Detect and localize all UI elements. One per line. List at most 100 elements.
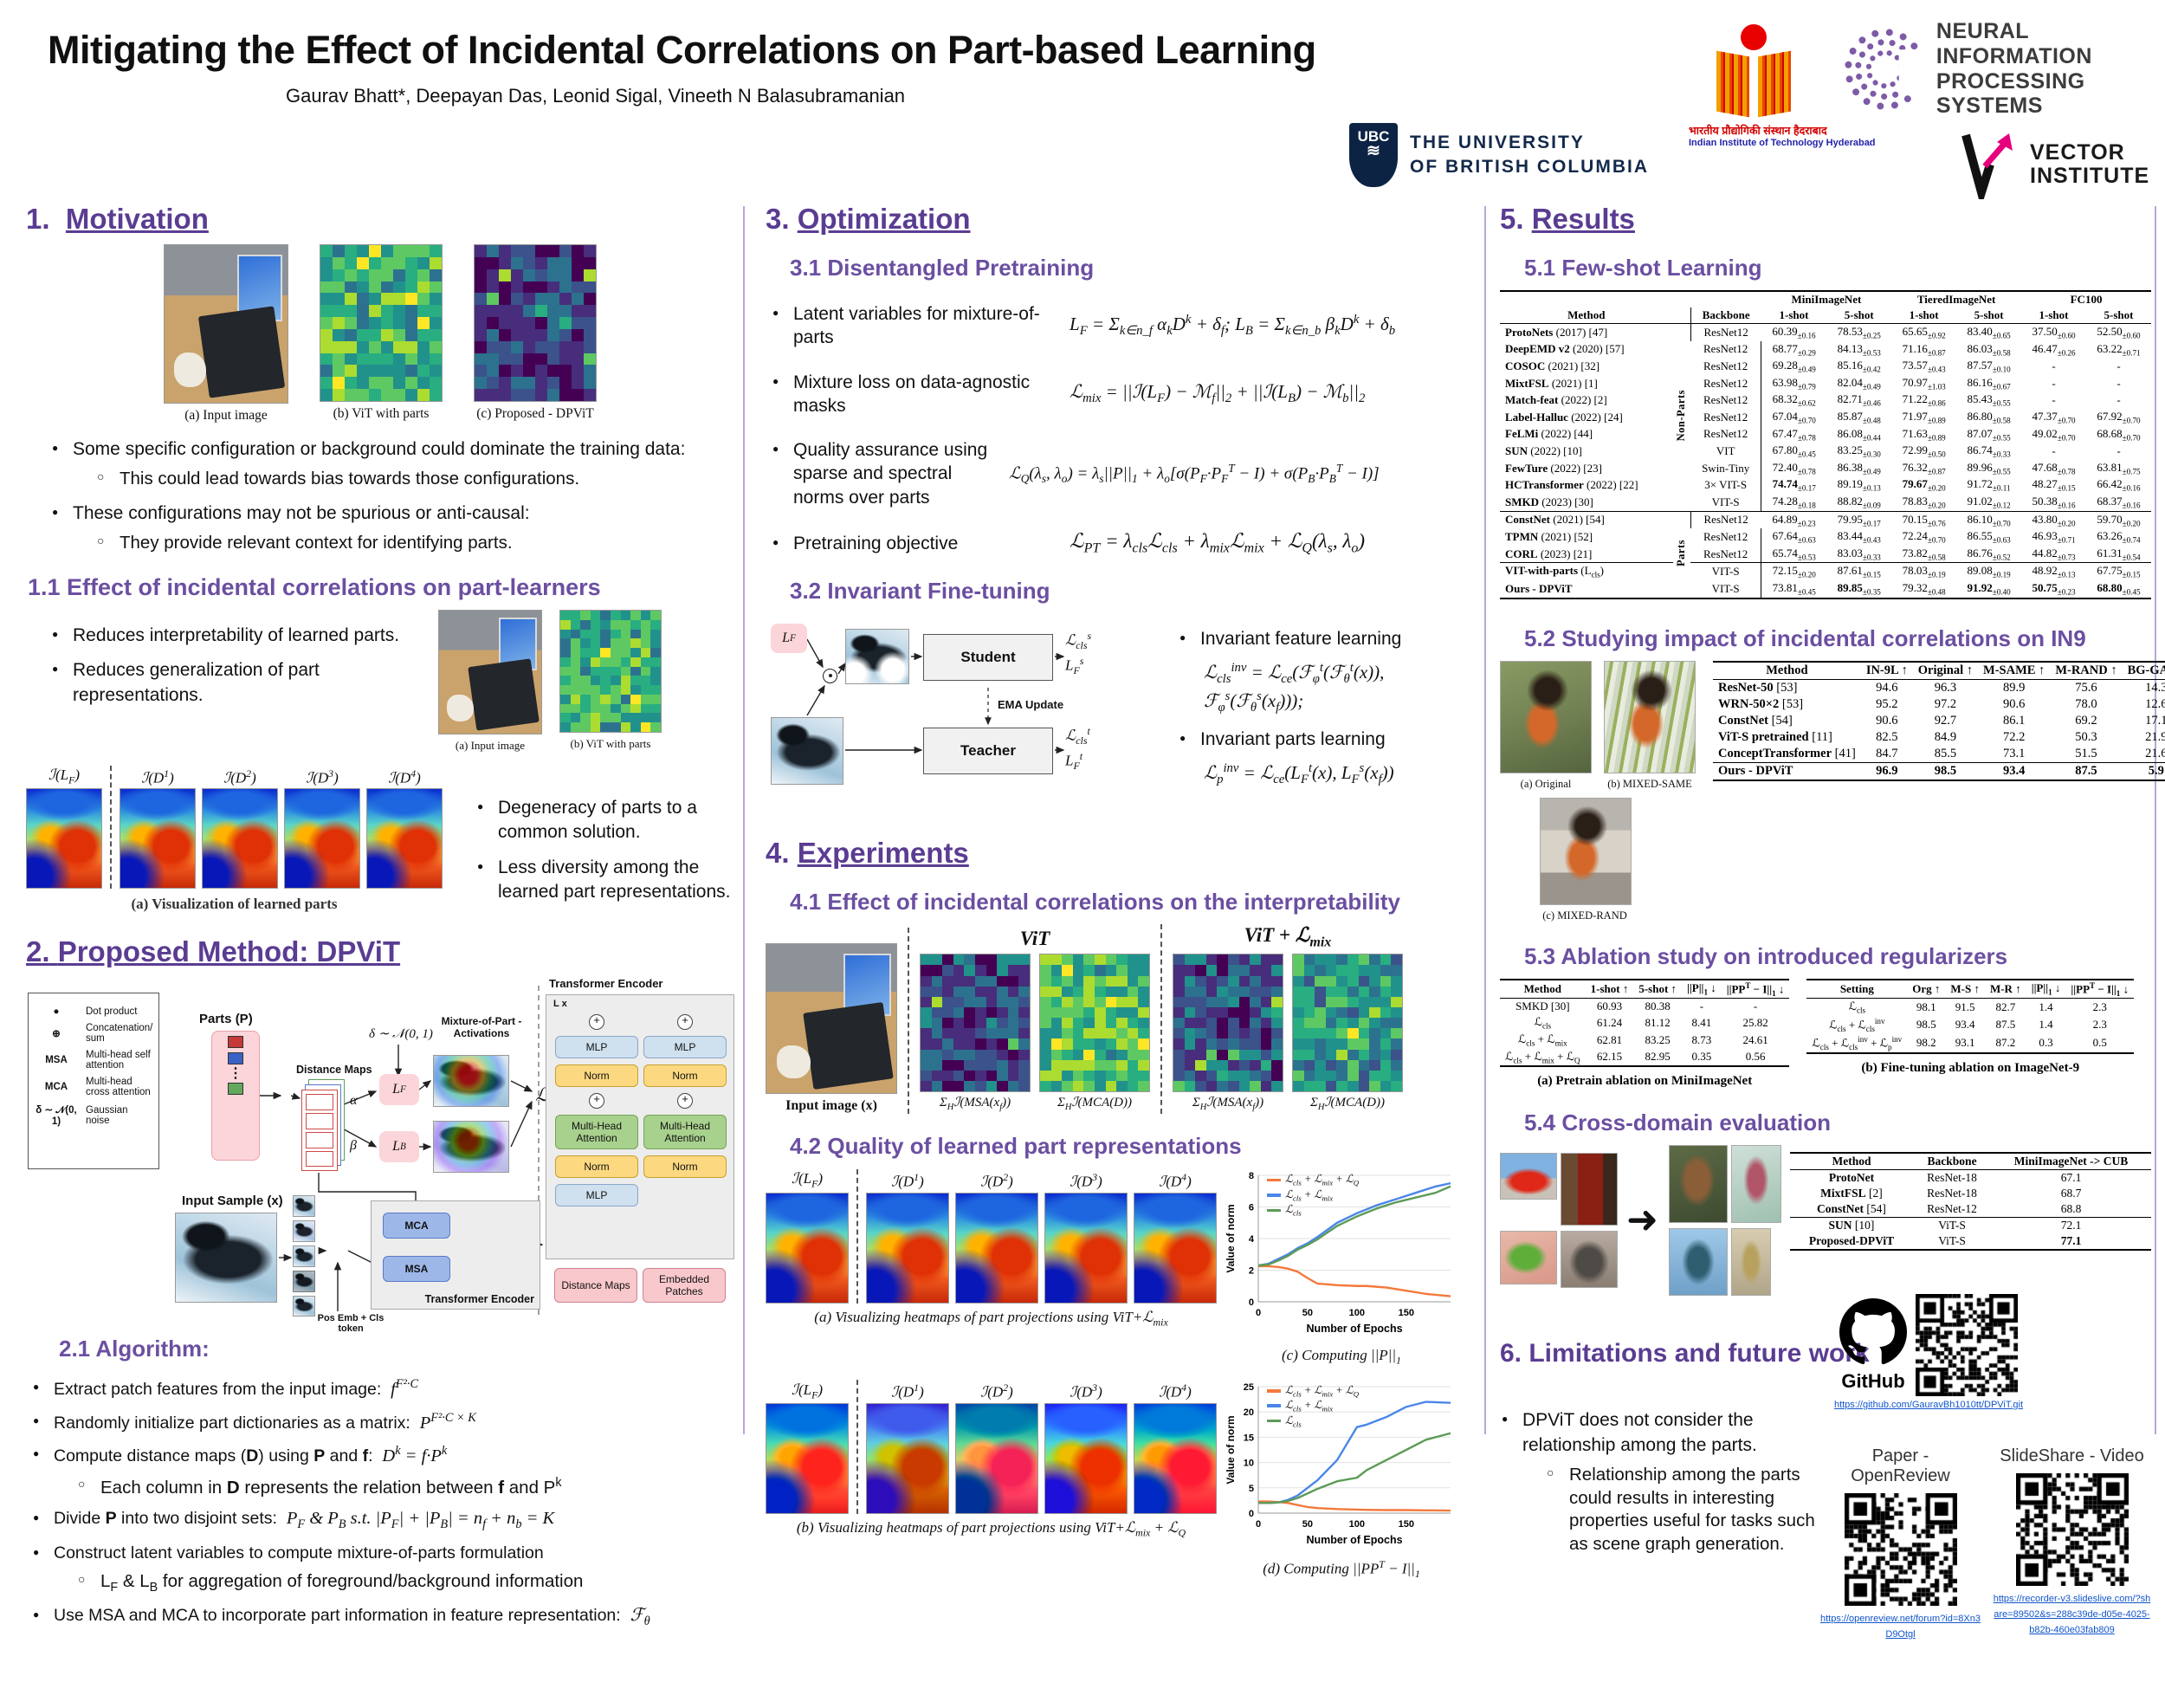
mca-heatmap [1039, 954, 1150, 1093]
slideslive-link[interactable]: https://recorder-v3.slideslive.com/?shar… [1993, 1594, 2151, 1636]
iith-hindi: भारतीय प्रौद्योगिकी संस्थान हैदराबाद [1689, 125, 1827, 137]
norm-p-chart: 0 2 4 6 8 0 50 100 150 Number of Epochs Value of n… [1225, 1168, 1457, 1342]
figure-caption: (a) Input image [184, 408, 268, 423]
legend-row: MSA Multi-head self attention [45, 1050, 151, 1071]
list-item: Construct latent variables to compute mi… [31, 1542, 734, 1596]
github-link[interactable]: https://github.com/GauravBh1010tt/DPViT.… [1833, 1400, 2024, 1411]
table-row: SMKD (2023) [30] VIT-S 74.28±0.18 88.82±0.0… [1505, 493, 2141, 512]
ubc-logo: UBC ≋ THE UNIVERSITY OF BRITISH COLUMBIA [1349, 123, 1649, 187]
learned-parts-block: ℐ(LF) ℐ(D1) ℐ(D2) ℐ(D3) ℐ(D4) (a) Visualizat… [26, 765, 734, 915]
heatmap-item: ℐ(D4) [1134, 1380, 1217, 1515]
section-4-heading: 4. Experiments [766, 836, 969, 869]
moa-thumb-fg [433, 1055, 509, 1108]
equation: ℒmix = ||ℐ(LF) − ℳf||2 + ||ℐ(LB) − ℳb||2 [1070, 381, 1366, 406]
table-row: Ours - DPViT 96.9 98.5 93.4 87.5 5.9 [1713, 761, 2165, 780]
input-sample-photo [175, 1213, 277, 1304]
equation: ℒQ(λs, λo) = λs||P||1 + λo[σ(PF·PFT − I)… [1009, 462, 1380, 486]
heatmap-item: ℐ(D3) [1044, 1169, 1128, 1304]
heatmap-item: ℐ(LF) [26, 765, 102, 890]
vit-group: ViT ΣHℐ(MSA(xf)) ΣHℐ(MCA(D)) [908, 928, 1150, 1115]
vit-lmix-group-label: ViT + ℒmix [1244, 923, 1332, 950]
table-row: FeLMi (2022) [44] ResNet12 67.47±0.78 86.08… [1505, 425, 2141, 443]
vector-logo: VECTOR INSTITUTE [1959, 130, 2149, 199]
table-row: ℒcls + ℒclsinv 98.5 93.4 87.5 1.4 2.3 [1829, 1017, 2107, 1033]
eq-row: Mixture loss on data-agnostic masks ℒmix… [772, 371, 1469, 418]
github-icon [1839, 1297, 1907, 1364]
heatmap-item: ℐ(LF) [766, 1168, 849, 1304]
part-learner-block: Reduces interpretability of learned part… [26, 609, 734, 753]
input-image-photo-small [438, 609, 542, 734]
list-item: Reduces generalization of part represent… [50, 658, 423, 708]
fewshot-table: MiniImageNet TieredImageNet FC100 Method Bac… [1500, 290, 2151, 599]
pretrain-ablation-table: Method 1-shot ↑ 5-shot ↑ ||P||1 ↓ ||PPT − I|… [1500, 978, 1790, 1068]
heatmap-item: ℐ(D1) [110, 765, 196, 890]
table-row: HCTransformer (2022) [22] 3× VIT-S 74.74±0… [1505, 476, 2141, 494]
map-caption: ΣHℐ(MCA(D)) [1309, 1096, 1386, 1113]
iith-logo: भारतीय प्रौद्योगिकी संस्थान हैदराबाद Ind… [1689, 24, 1876, 148]
input-photo [771, 716, 843, 785]
table-row: FewTure (2022) [23] Swin-Tiny 72.40±0.78 86… [1505, 459, 2141, 477]
svg-text:Value of norm: Value of norm [1225, 1415, 1237, 1484]
norm-block: Norm [643, 1155, 727, 1179]
section-4-1-heading: 4.1 Effect of incidental correlations on… [790, 888, 1401, 915]
eq-label: Mixture loss on data-agnostic masks [772, 371, 1057, 418]
middle-column: 3. Optimization 3.1 Disentangled Pretrai… [766, 197, 1469, 1581]
mlp-block: MLP [555, 1184, 638, 1207]
table-row: SUN [10] ViT-S 72.1 [1789, 1217, 2151, 1234]
table-row: WRN-50×2 [53] 95.2 97.2 90.6 78.0 12.6 [1718, 696, 2165, 711]
diagram-legend: ● Dot product ⊕ Concatenation/ sum MSA Multi-… [28, 993, 159, 1170]
figure-caption: (a) Input image [455, 738, 526, 752]
algorithm-bullets: Extract patch features from the input im… [31, 1376, 734, 1630]
section-5-heading: 5. Results [1500, 203, 1635, 235]
parts-strip-a: ℐ(LF) ℐ(D1) ℐ(D2) ℐ(D3) ℐ(D4) [766, 1168, 1217, 1304]
table-row: TPMN (2021) [52] ResNet12 67.64±0.63 83.44±… [1505, 528, 2141, 546]
equation: LF = Σk∈n_f αkDk + δf; LB = Σk∈n_b βkDk … [1070, 313, 1396, 339]
mca-box: MCA [383, 1213, 450, 1239]
plus-icon [677, 1013, 693, 1031]
github-block: GitHub https://github.com/GauravBh1010tt… [1820, 1294, 2037, 1412]
neurips-swirl-icon [1845, 28, 1928, 110]
encoder-right-stack: MLP Norm Multi-Head Attention Norm [643, 1013, 727, 1179]
finetune-ablation-table: Setting Org ↑ M-S ↑ M-R ↑ ||P||1 ↓ ||PPT − I|… [1806, 978, 2135, 1054]
github-label: GitHub [1841, 1369, 1905, 1392]
ema-label: EMA Update [998, 697, 1064, 711]
vit-group-label: ViT [1019, 928, 1050, 950]
table-row: ResNet-50 [53] 94.6 96.3 89.9 75.6 14.3 [1718, 680, 2165, 695]
ubc-shield-icon: UBC ≋ [1349, 123, 1398, 187]
list-item: Randomly initialize part dictionaries as… [31, 1410, 734, 1435]
table-row: ProtoNets (2017) [47] Non-Parts ResNet12 60… [1500, 323, 2151, 441]
table-row: SUN (2022) [10] VIT 67.80±0.45 83.25±0.30 72… [1505, 443, 2121, 460]
openreview-link[interactable]: https://openreview.net/forum?id=8Xn3D9Ot… [1820, 1614, 1981, 1640]
car-thumb [1500, 1153, 1557, 1200]
svg-text:Number of Epochs: Number of Epochs [1306, 1534, 1402, 1546]
masked-input-thumb [845, 628, 909, 684]
distance-map-front [301, 1090, 338, 1172]
student-outputs: ℒclss LFs [1065, 629, 1092, 676]
vit-parts-heatmap [320, 244, 443, 402]
msa-heatmap [920, 954, 1031, 1093]
norm-block: Norm [555, 1155, 638, 1179]
bird-thumb [1668, 1228, 1728, 1297]
table-row: MixtFSL (2021) [1] ResNet12 63.98±0.79 82.0… [1505, 374, 2121, 392]
figure-caption: (a) Original [1520, 777, 1572, 790]
svg-text:150: 150 [1399, 1519, 1414, 1530]
lx-label: L x [553, 999, 567, 1010]
dpvit-heatmap [474, 244, 597, 402]
norm-block: Norm [643, 1064, 727, 1088]
guitar-thumb [1561, 1153, 1618, 1226]
equation: ℒPT = λclsℒcls + λmixℒmix + ℒQ(λs, λo) [1070, 530, 1366, 556]
list-item: Divide P into two disjoint sets: PF & PB… [31, 1507, 734, 1533]
moa-label: Mixture-of-Part -Activations [441, 1015, 522, 1040]
figure-caption: (b) ViT with parts [570, 736, 651, 750]
input-image-photo [766, 943, 897, 1095]
heatmap-item: ℐ(D4) [366, 766, 443, 890]
svg-text:5: 5 [1249, 1483, 1254, 1493]
encoder-title: Transformer Encoder [549, 977, 663, 991]
mca-heatmap [1292, 954, 1403, 1093]
